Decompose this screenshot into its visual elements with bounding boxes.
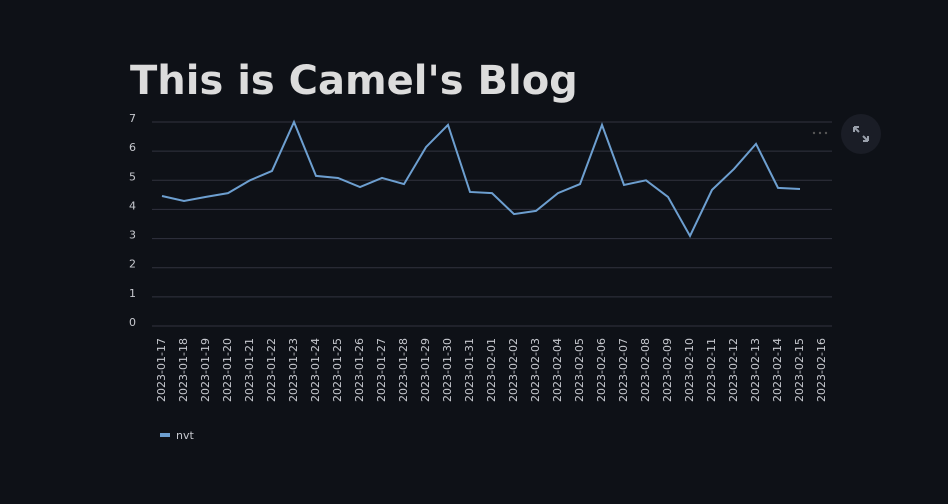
x-tick-label: 2023-01-24: [309, 338, 322, 402]
fullscreen-icon: [853, 126, 869, 142]
x-tick-label: 2023-02-01: [485, 338, 498, 402]
y-tick-label: 6: [129, 141, 136, 154]
toolbar: [812, 114, 881, 154]
x-tick-label: 2023-01-26: [353, 338, 366, 402]
x-tick-label: 2023-02-16: [815, 338, 828, 402]
chart-title: This is Camel's Blog: [130, 58, 578, 104]
x-tick-label: 2023-01-27: [375, 338, 388, 402]
menu-dot[interactable]: [824, 131, 828, 135]
x-tick-label: 2023-02-04: [551, 338, 564, 402]
x-tick-label: 2023-02-13: [749, 338, 762, 402]
x-tick-label: 2023-02-11: [705, 338, 718, 402]
fullscreen-button[interactable]: [841, 114, 881, 154]
x-tick-label: 2023-02-14: [771, 338, 784, 402]
x-tick-label: 2023-01-18: [177, 338, 190, 402]
x-tick-label: 2023-01-30: [441, 338, 454, 402]
y-tick-label: 1: [129, 287, 136, 300]
legend-swatch: [160, 433, 170, 437]
x-tick-label: 2023-01-17: [155, 338, 168, 402]
menu-dot[interactable]: [812, 131, 816, 135]
y-tick-label: 5: [129, 170, 136, 183]
x-tick-label: 2023-01-28: [397, 338, 410, 402]
x-tick-label: 2023-01-20: [221, 338, 234, 402]
x-tick-label: 2023-01-29: [419, 338, 432, 402]
x-tick-label: 2023-02-08: [639, 338, 652, 402]
y-tick-label: 3: [129, 229, 136, 242]
x-tick-label: 2023-01-25: [331, 338, 344, 402]
x-tick-label: 2023-02-07: [617, 338, 630, 402]
x-tick-label: 2023-01-21: [243, 338, 256, 402]
x-tick-label: 2023-01-22: [265, 338, 278, 402]
x-tick-label: 2023-01-31: [463, 338, 476, 402]
x-tick-label: 2023-01-23: [287, 338, 300, 402]
x-tick-label: 2023-02-15: [793, 338, 806, 402]
y-tick-label: 0: [129, 316, 136, 329]
line: [161, 119, 801, 239]
y-tick-label: 4: [129, 199, 136, 212]
legend-label: nvt: [176, 429, 194, 442]
x-tick-label: 2023-02-02: [507, 338, 520, 402]
x-tick-label: 2023-02-10: [683, 338, 696, 402]
x-tick-label: 2023-02-12: [727, 338, 740, 402]
x-tick-label: 2023-02-05: [573, 338, 586, 402]
x-tick-label: 2023-02-09: [661, 338, 674, 402]
x-tick-label: 2023-02-06: [595, 338, 608, 402]
x-tick-label: 2023-01-19: [199, 338, 212, 402]
y-tick-label: 2: [129, 258, 136, 271]
y-tick-label: 7: [129, 112, 136, 125]
menu-dot[interactable]: [818, 131, 822, 135]
x-tick-label: 2023-02-03: [529, 338, 542, 402]
